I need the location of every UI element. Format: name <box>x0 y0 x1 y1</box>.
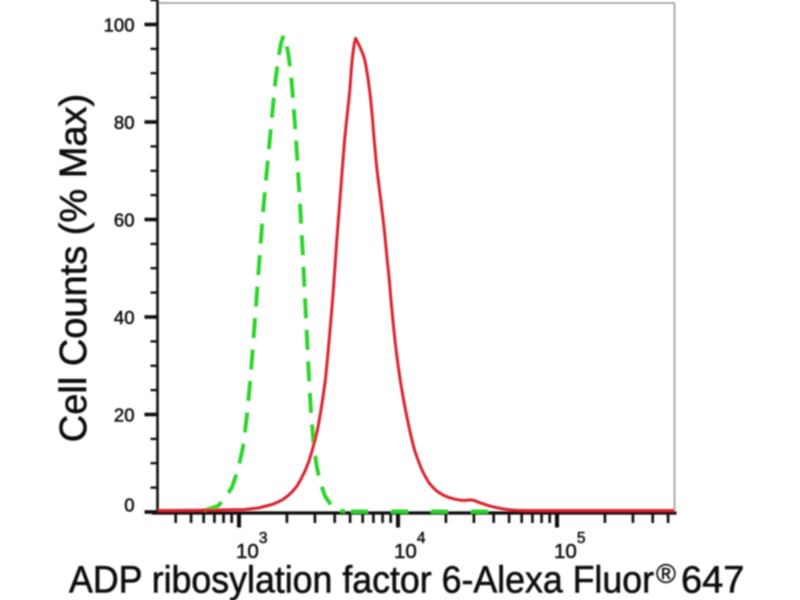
svg-text:0: 0 <box>124 495 134 516</box>
svg-text:647: 647 <box>681 560 744 600</box>
svg-text:ADP ribosylation factor 6-Alex: ADP ribosylation factor 6-Alexa Fluor <box>69 560 654 600</box>
svg-text:60: 60 <box>114 209 135 230</box>
svg-text:80: 80 <box>114 112 135 133</box>
svg-text:®: ® <box>656 559 676 589</box>
svg-text:20: 20 <box>114 404 135 425</box>
svg-text:100: 100 <box>104 14 135 35</box>
svg-text:40: 40 <box>114 307 135 328</box>
svg-text:Cell Counts (% Max): Cell Counts (% Max) <box>53 94 95 442</box>
